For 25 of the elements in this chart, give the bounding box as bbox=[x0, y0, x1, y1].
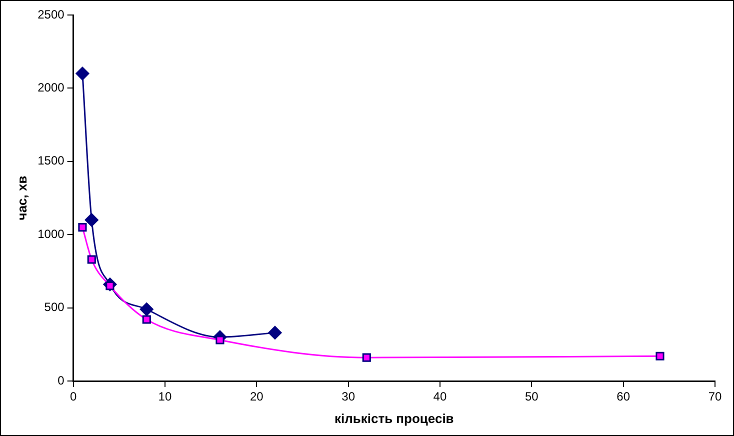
point bbox=[656, 352, 664, 360]
point bbox=[268, 326, 282, 340]
y-tick-label: 2000 bbox=[38, 80, 65, 95]
x-tick-label: 50 bbox=[524, 390, 539, 404]
y-tick-label: 1500 bbox=[38, 154, 65, 168]
x-tick-label: 70 bbox=[708, 390, 722, 404]
point bbox=[140, 302, 154, 316]
x-tick-label: 20 bbox=[250, 390, 264, 404]
x-tick-label: 60 bbox=[616, 390, 630, 404]
y-axis-title: час, хв bbox=[14, 176, 30, 220]
x-tick-label: 30 bbox=[342, 390, 356, 404]
x-tick-label: 0 bbox=[70, 390, 77, 404]
y-tick-label: 1000 bbox=[38, 226, 65, 241]
x-tick-label: 10 bbox=[158, 390, 172, 404]
point bbox=[362, 353, 371, 362]
y-tick-label: 500 bbox=[44, 300, 65, 314]
point bbox=[87, 255, 96, 264]
point bbox=[84, 213, 98, 227]
point bbox=[142, 315, 151, 324]
x-axis-title: кількість процесів bbox=[334, 410, 454, 426]
y-tick-label: 0 bbox=[58, 373, 65, 388]
point bbox=[78, 222, 87, 232]
x-tick-label: 40 bbox=[433, 390, 447, 404]
point bbox=[76, 66, 90, 80]
y-tick-label: 2500 bbox=[38, 7, 65, 22]
